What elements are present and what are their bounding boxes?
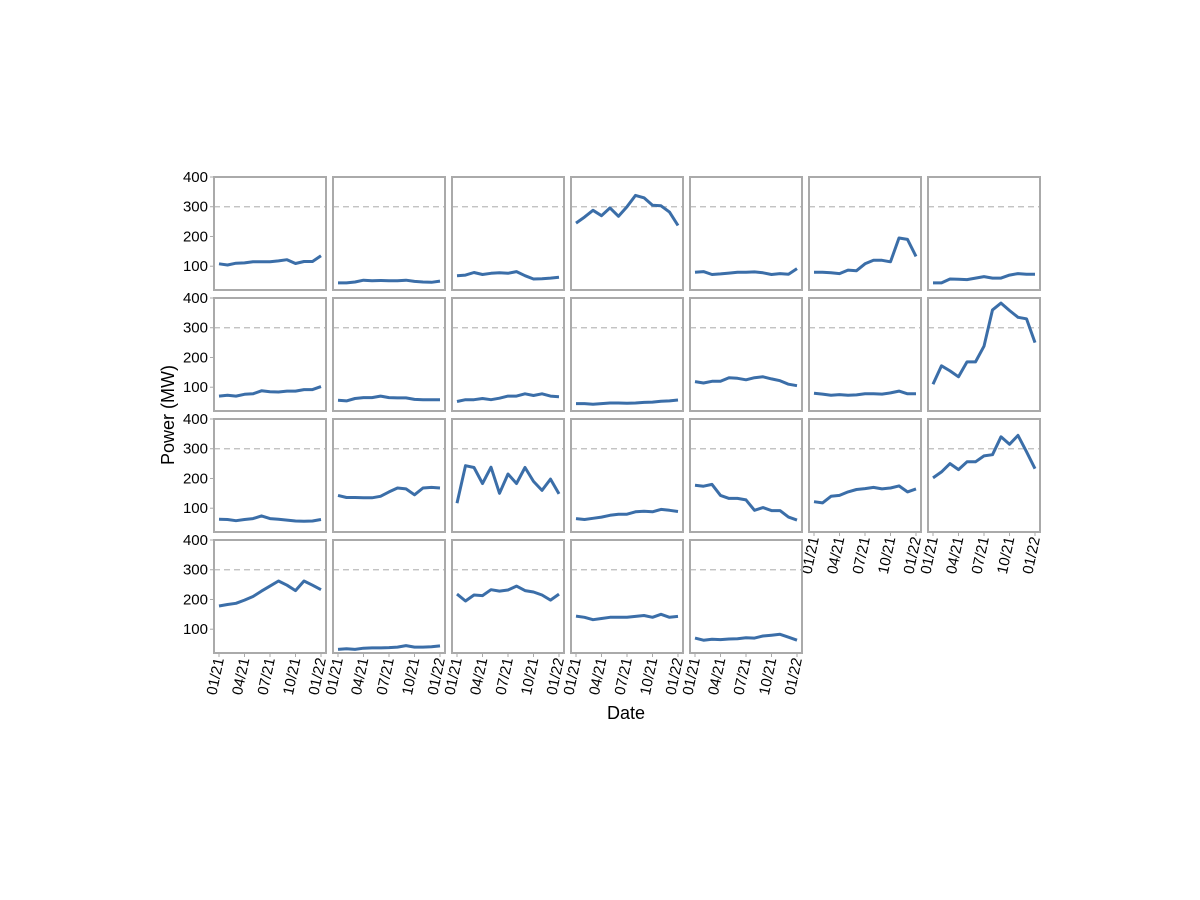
series-line bbox=[218, 514, 322, 523]
panel-frame bbox=[689, 418, 803, 533]
x-tick-label: 04/21 bbox=[824, 535, 848, 575]
series-line bbox=[456, 270, 560, 281]
series-line bbox=[813, 484, 917, 505]
panel-frame bbox=[213, 176, 327, 291]
x-tick-label: 04/21 bbox=[348, 656, 372, 696]
x-tick-label: 10/21 bbox=[399, 656, 423, 696]
panel-frame bbox=[570, 539, 684, 654]
series-line bbox=[813, 389, 916, 397]
x-tick-label: 10/21 bbox=[280, 656, 304, 696]
series-line bbox=[932, 433, 1037, 480]
x-tick-label: 07/21 bbox=[968, 535, 992, 575]
series-line bbox=[694, 482, 798, 522]
x-tick-label: 07/21 bbox=[254, 656, 278, 696]
y-tick-label: 200 bbox=[183, 228, 208, 245]
series-line bbox=[575, 507, 679, 521]
panel-frame bbox=[451, 176, 565, 291]
panel-frame bbox=[808, 176, 922, 291]
series-line bbox=[337, 644, 441, 651]
panel-frame bbox=[213, 539, 327, 654]
y-axis-label: Power (MW) bbox=[158, 365, 178, 465]
y-tick-label: 300 bbox=[183, 441, 208, 458]
series-line bbox=[814, 236, 918, 276]
series-line bbox=[456, 584, 560, 603]
series-line bbox=[455, 464, 561, 504]
series-line bbox=[931, 301, 1037, 385]
x-tick-label: 04/21 bbox=[943, 535, 967, 575]
panel-frame bbox=[570, 297, 684, 412]
series-line bbox=[694, 375, 798, 388]
panel-frame bbox=[332, 297, 446, 412]
panel-frame bbox=[689, 176, 803, 291]
y-tick-label: 200 bbox=[183, 470, 208, 487]
panel-frame bbox=[451, 297, 565, 412]
series-line bbox=[218, 579, 322, 608]
x-axis-label: Date bbox=[607, 703, 645, 723]
series-line bbox=[694, 267, 798, 276]
x-tick-label: 10/21 bbox=[875, 535, 899, 575]
x-tick-label: 07/21 bbox=[373, 656, 397, 696]
x-tick-label: 04/21 bbox=[705, 656, 729, 696]
x-tick-label: 07/21 bbox=[849, 535, 873, 575]
y-tick-label: 100 bbox=[183, 621, 208, 638]
y-tick-label: 100 bbox=[183, 379, 208, 396]
series-line bbox=[575, 612, 679, 622]
panel-frame bbox=[927, 418, 1041, 533]
y-tick-label: 300 bbox=[183, 320, 208, 337]
x-tick-label: 04/21 bbox=[586, 656, 610, 696]
series-line bbox=[337, 485, 441, 500]
x-tick-label: 10/21 bbox=[518, 656, 542, 696]
panel-frame bbox=[808, 297, 922, 412]
panel-frame bbox=[927, 297, 1041, 412]
series-line bbox=[218, 254, 322, 267]
y-tick-label: 400 bbox=[183, 169, 208, 186]
panel-frame bbox=[332, 418, 446, 533]
y-tick-label: 300 bbox=[183, 199, 208, 216]
series-line bbox=[338, 278, 441, 285]
y-tick-label: 400 bbox=[183, 290, 208, 307]
panel-frame bbox=[808, 418, 922, 533]
series-line bbox=[694, 632, 798, 642]
x-tick-label: 01/22 bbox=[1019, 535, 1043, 575]
series-line bbox=[576, 398, 679, 406]
panel-frame bbox=[213, 297, 327, 412]
y-tick-label: 200 bbox=[183, 591, 208, 608]
y-tick-label: 400 bbox=[183, 532, 208, 549]
series-line bbox=[218, 385, 322, 398]
x-tick-label: 01/21 bbox=[203, 656, 227, 696]
panel-frame bbox=[332, 539, 446, 654]
series-line bbox=[575, 193, 680, 227]
panel-frame bbox=[213, 418, 327, 533]
x-tick-label: 07/21 bbox=[492, 656, 516, 696]
x-tick-label: 01/22 bbox=[781, 656, 805, 696]
panel-frame bbox=[570, 418, 684, 533]
x-tick-label: 10/21 bbox=[994, 535, 1018, 575]
y-tick-label: 300 bbox=[183, 562, 208, 579]
x-tick-label: 10/21 bbox=[756, 656, 780, 696]
series-line bbox=[933, 272, 1035, 285]
panel-frame bbox=[332, 176, 446, 291]
panel-frame bbox=[927, 176, 1041, 291]
x-tick-label: 07/21 bbox=[730, 656, 754, 696]
y-tick-label: 100 bbox=[183, 258, 208, 275]
y-tick-label: 100 bbox=[183, 500, 208, 517]
y-tick-label: 200 bbox=[183, 349, 208, 366]
panel-frame bbox=[689, 297, 803, 412]
panel-frame bbox=[570, 176, 684, 291]
series-line bbox=[456, 392, 560, 403]
panel-frame bbox=[451, 418, 565, 533]
x-tick-label: 07/21 bbox=[611, 656, 635, 696]
x-tick-label: 04/21 bbox=[467, 656, 491, 696]
x-tick-label: 10/21 bbox=[637, 656, 661, 696]
x-tick-label: 04/21 bbox=[229, 656, 253, 696]
series-line bbox=[337, 394, 440, 403]
y-tick-label: 400 bbox=[183, 411, 208, 428]
